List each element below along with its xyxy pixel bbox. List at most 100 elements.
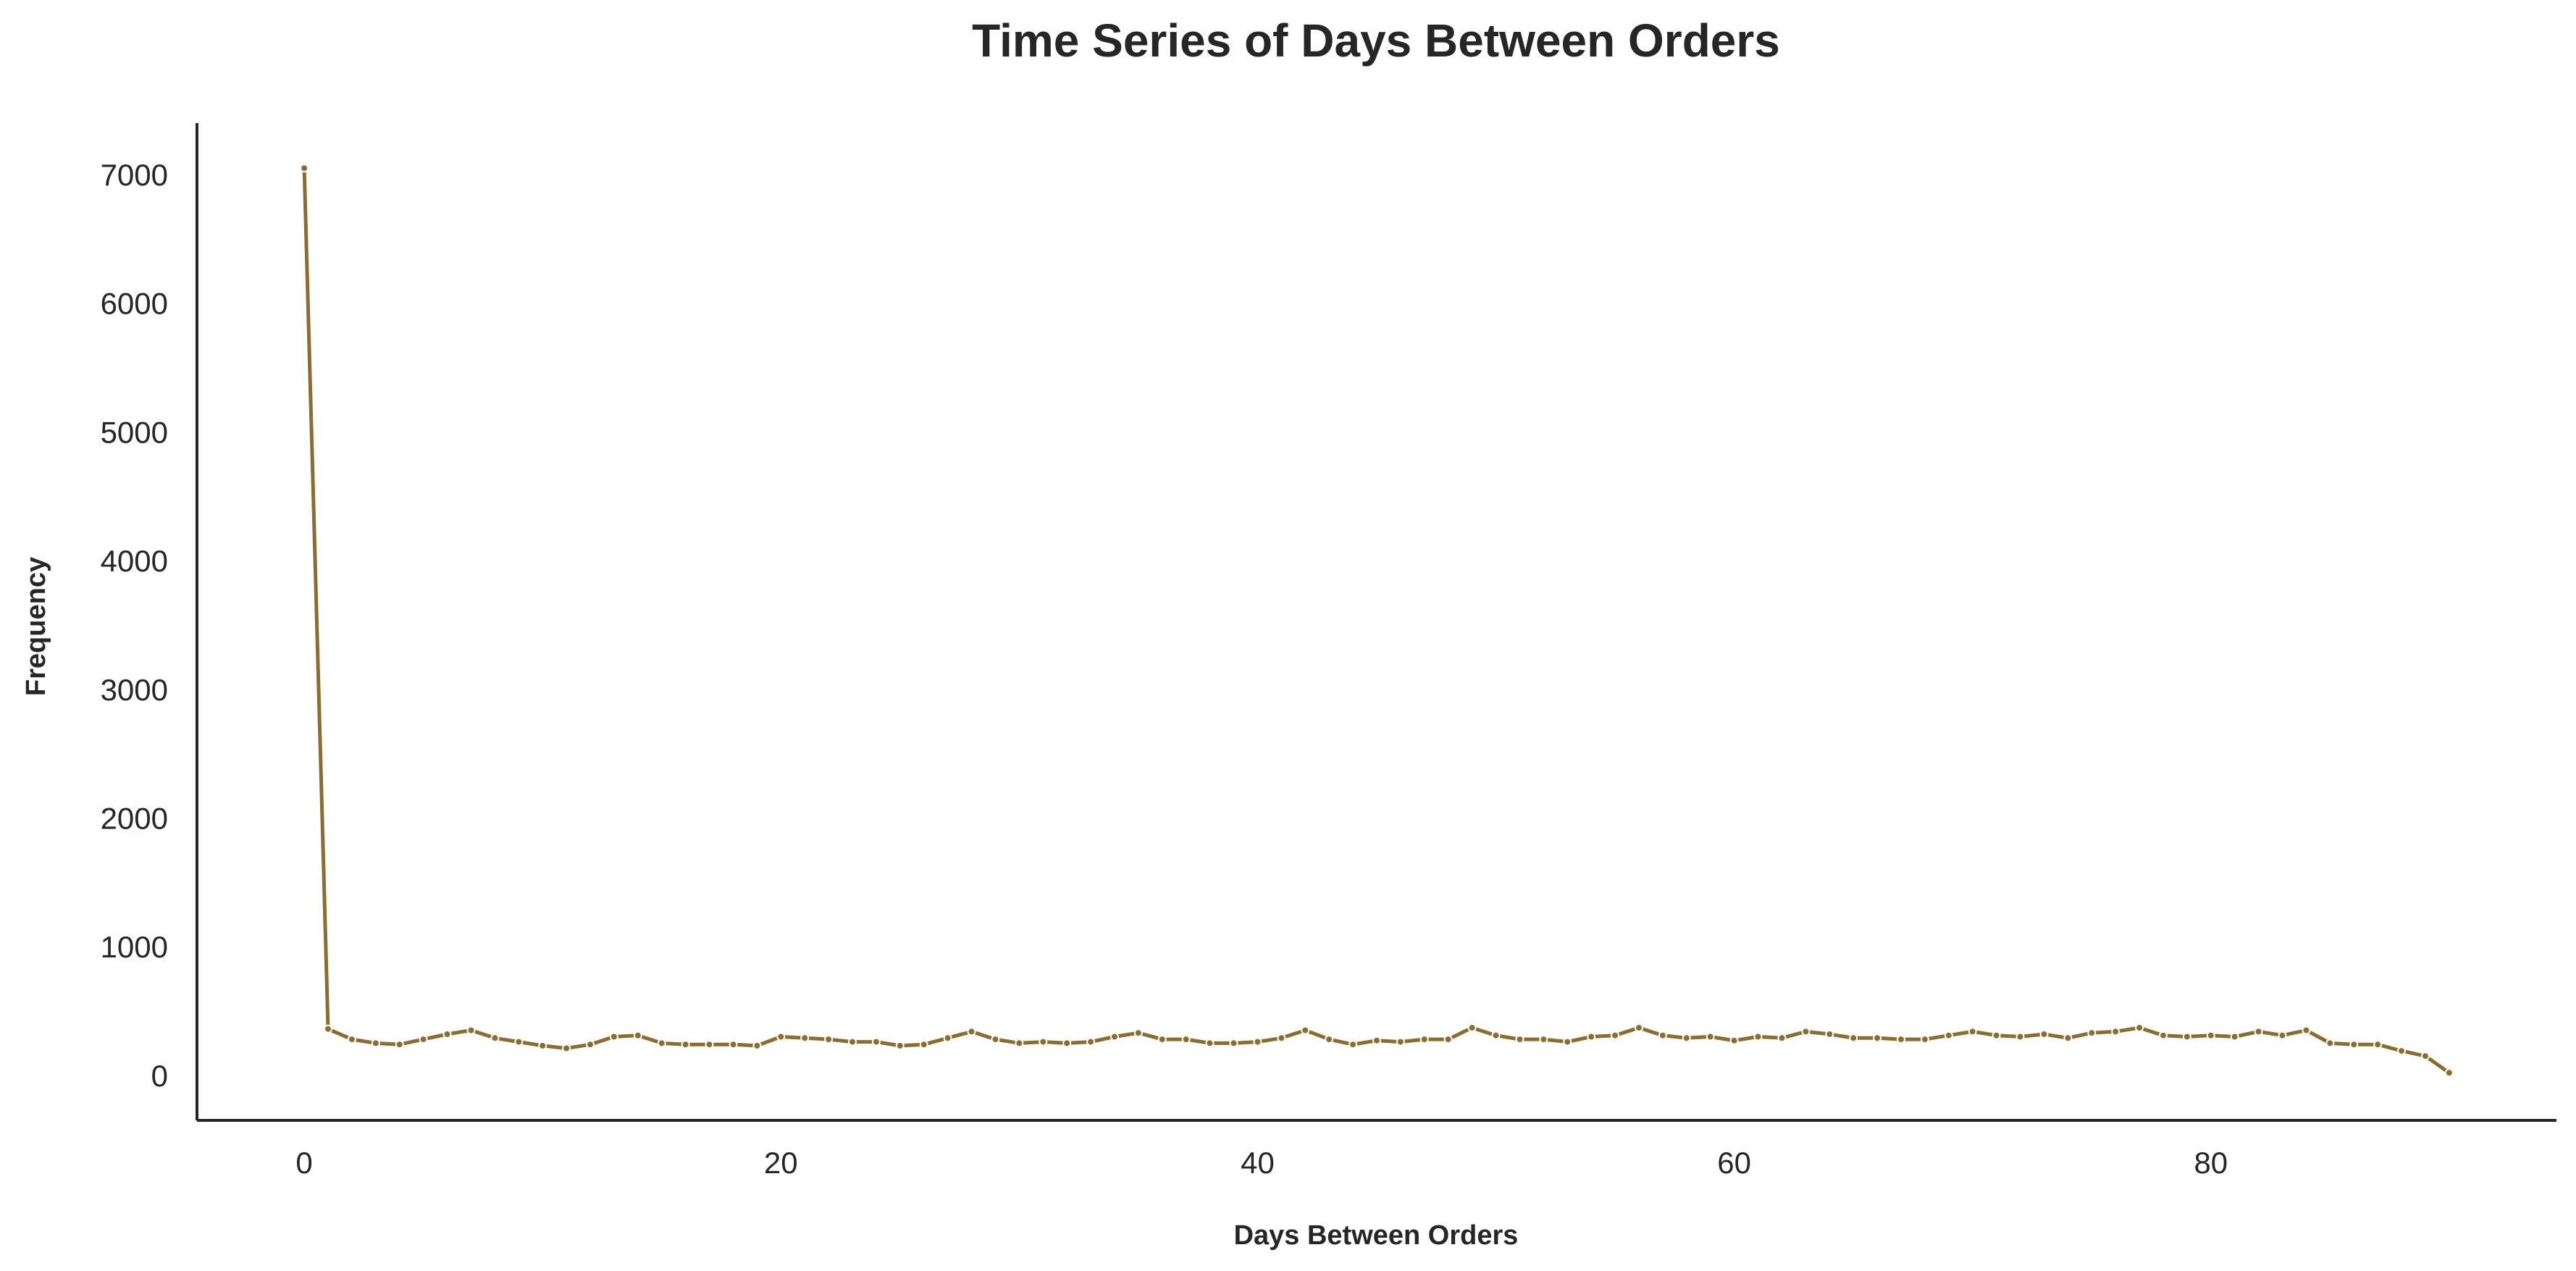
x-tick-label: 80 [2194,1146,2228,1180]
data-point [1015,1039,1024,1048]
data-point [1801,1027,1811,1036]
data-point [776,1032,786,1041]
x-tick-labels: 0 20 40 60 80 [295,1146,2228,1180]
y-tick-label: 4000 [101,544,168,578]
data-point [371,1039,380,1048]
data-point [442,1030,452,1039]
data-point [1873,1033,1882,1043]
data-point [2373,1040,2383,1049]
data-point [538,1041,547,1050]
data-point [991,1035,1000,1044]
chart-title: Time Series of Days Between Orders [972,14,1780,67]
data-point [1372,1036,1381,1045]
data-point [1849,1033,1858,1043]
data-point [300,164,309,173]
data-point [967,1027,976,1036]
data-point [1205,1039,1214,1048]
data-point [1419,1035,1429,1044]
data-point [1611,1031,1620,1040]
data-point [1325,1035,1334,1044]
data-point [1062,1039,1072,1048]
data-point [2302,1025,2311,1035]
data-point [919,1040,928,1049]
data-point [2397,1046,2407,1056]
data-point [1157,1035,1167,1044]
data-point [1086,1037,1096,1046]
data-point [1491,1031,1501,1040]
data-point [871,1037,881,1046]
data-point [1992,1031,2001,1040]
data-point [2182,1032,2191,1041]
data-point [1682,1033,1691,1043]
series-layer [300,164,2454,1078]
data-point [943,1033,952,1043]
data-point [1587,1032,1596,1041]
data-point [2111,1027,2120,1036]
data-point [800,1033,810,1043]
data-point [1825,1030,1834,1039]
data-point [1753,1032,1763,1041]
y-tick-label: 7000 [101,158,168,192]
data-point [1110,1032,1119,1041]
data-point [1897,1035,1905,1044]
data-point [2278,1031,2287,1040]
x-tick-label: 60 [1717,1146,1751,1180]
data-point [633,1031,642,1040]
data-point [1253,1037,1262,1046]
data-point [2135,1023,2144,1033]
data-point [848,1037,857,1046]
data-point [705,1040,714,1049]
data-point [2325,1039,2335,1048]
data-point [2230,1032,2239,1041]
y-tick-label: 0 [151,1059,168,1093]
data-point [752,1041,762,1050]
data-point [1777,1033,1787,1043]
x-tick-label: 0 [295,1146,312,1180]
y-tick-label: 6000 [101,287,168,321]
y-tick-label: 3000 [101,673,168,707]
data-point [586,1040,595,1049]
data-point [657,1039,666,1048]
data-point [2349,1040,2359,1049]
data-point [1539,1035,1548,1044]
data-point [1920,1035,1929,1044]
series-line [302,168,2451,1075]
data-point [395,1040,404,1049]
data-point [2254,1027,2263,1036]
data-point [347,1035,356,1044]
data-point [1706,1032,1715,1041]
data-point [1229,1039,1238,1048]
data-point [1039,1037,1048,1046]
x-tick-label: 20 [764,1146,798,1180]
data-point [419,1035,428,1044]
data-point [1635,1023,1643,1033]
data-point [324,1024,332,1033]
data-point [1181,1035,1191,1044]
data-point [2063,1033,2073,1043]
data-point [2039,1030,2049,1039]
y-tick-label: 5000 [101,415,168,449]
data-point [1968,1027,1977,1036]
data-point [514,1037,524,1046]
data-point [562,1044,571,1053]
data-point [1277,1033,1286,1043]
data-point [466,1025,476,1035]
data-point [1301,1025,1310,1035]
data-point [1396,1037,1405,1046]
data-point [2421,1052,2430,1061]
data-point [609,1032,618,1041]
y-axis-label: Frequency [21,557,51,696]
y-tick-label: 1000 [101,930,168,964]
data-point [729,1040,738,1049]
data-point [1467,1023,1477,1033]
data-point [1563,1037,1572,1046]
data-point [2159,1031,2168,1040]
data-point [1515,1035,1524,1044]
data-point [2444,1068,2454,1078]
data-point [490,1033,500,1043]
y-tick-label: 2000 [101,801,168,835]
data-point [681,1040,690,1049]
data-point [1133,1028,1143,1038]
x-tick-label: 40 [1241,1146,1275,1180]
